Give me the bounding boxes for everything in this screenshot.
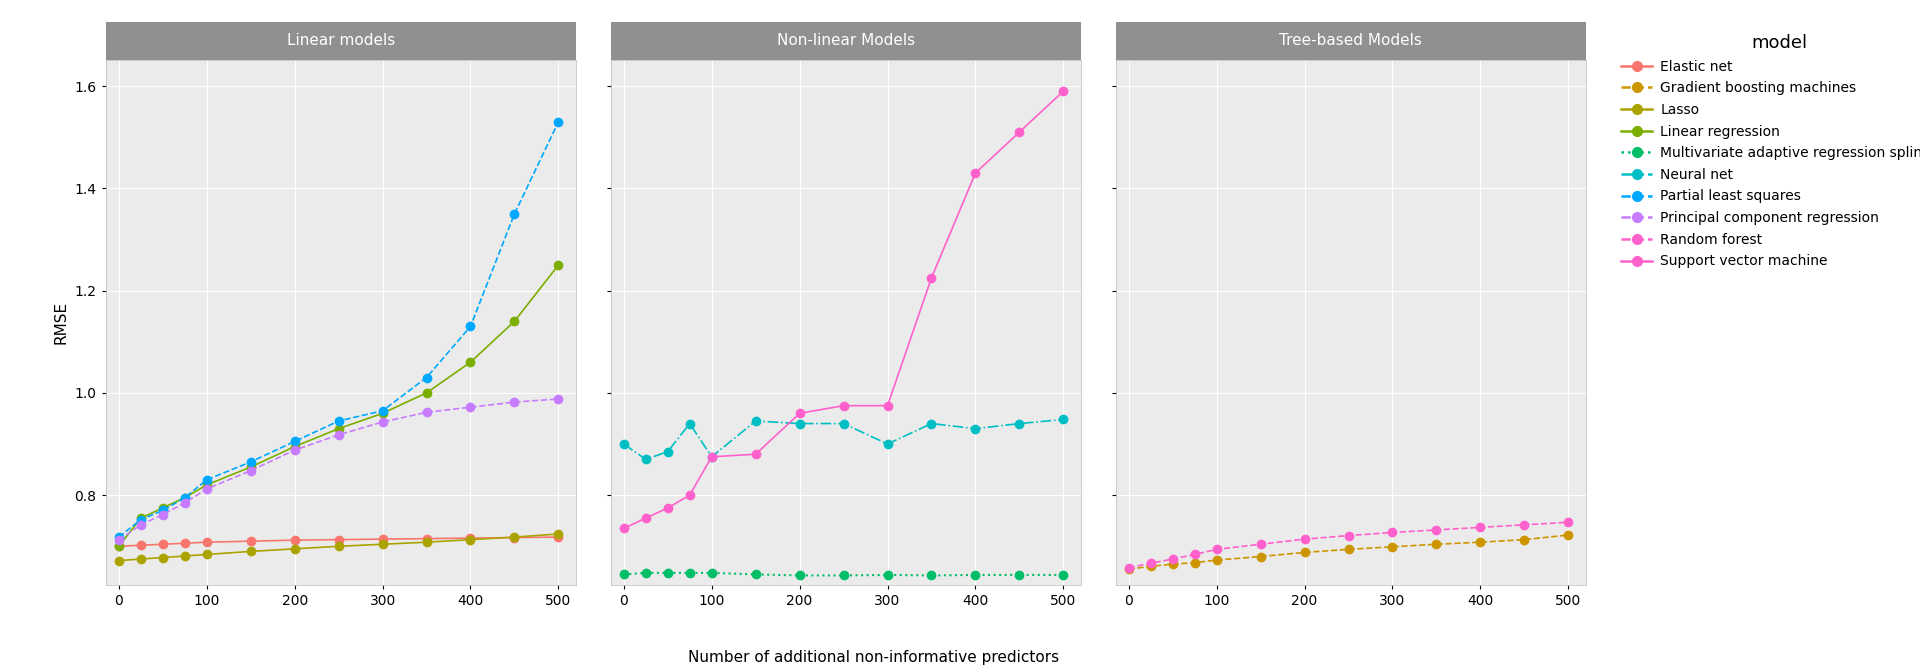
Text: Tree-based Models: Tree-based Models (1279, 34, 1423, 48)
Y-axis label: RMSE: RMSE (54, 301, 69, 344)
Text: Number of additional non-informative predictors: Number of additional non-informative pre… (687, 650, 1060, 665)
Text: Linear models: Linear models (286, 34, 396, 48)
Legend: Elastic net, Gradient boosting machines, Lasso, Linear regression, Multivariate : Elastic net, Gradient boosting machines,… (1617, 28, 1920, 274)
Text: Non-linear Models: Non-linear Models (778, 34, 914, 48)
